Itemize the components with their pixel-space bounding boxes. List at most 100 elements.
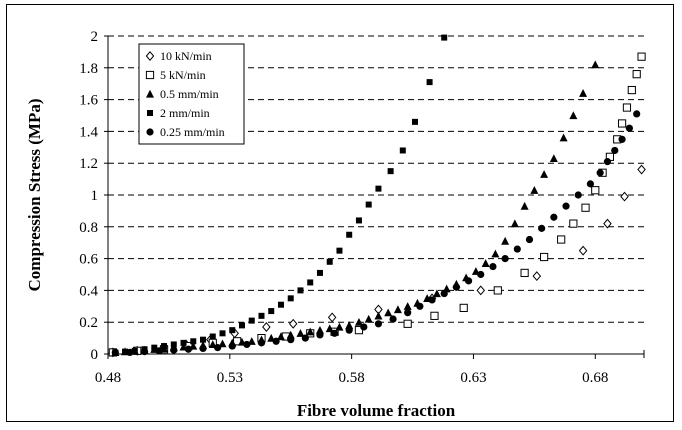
point-s3-6 [170, 341, 177, 348]
y-tick-label-4: 0.8 [79, 220, 98, 236]
point-s3-4 [151, 344, 158, 351]
point-s3-15 [258, 312, 265, 319]
point-s0-13 [578, 245, 588, 256]
point-s4-31 [538, 224, 546, 232]
y-tick-label-3: 0.6 [79, 252, 98, 268]
point-s1-27 [632, 70, 641, 79]
point-s4-30 [525, 235, 534, 244]
point-s4-18 [374, 320, 383, 328]
point-s4-3 [155, 347, 163, 355]
point-s2-20 [306, 327, 315, 336]
point-s2-47 [569, 111, 578, 120]
point-s4-40 [625, 124, 633, 132]
point-s3-27 [375, 185, 382, 192]
point-s2-24 [345, 321, 354, 329]
point-s4-26 [477, 270, 485, 279]
x-tick-label-4: 0.68 [582, 370, 608, 386]
point-s4-39 [618, 135, 626, 143]
point-s3-22 [326, 258, 333, 265]
point-s1-18 [569, 219, 578, 228]
point-s4-5 [184, 345, 192, 353]
point-s3-24 [346, 231, 353, 238]
point-s4-0 [111, 348, 119, 357]
point-s4-1 [126, 348, 134, 357]
x-axis-title: Fibre volume fraction [297, 401, 456, 420]
point-s4-20 [404, 309, 412, 317]
point-s1-24 [617, 119, 627, 128]
point-s4-36 [596, 169, 604, 177]
point-s3-32 [441, 34, 448, 41]
legend-label-2: 0.5 mm/min [160, 87, 219, 101]
series-4 [111, 110, 641, 357]
point-s2-22 [325, 324, 334, 333]
point-s4-19 [389, 315, 397, 323]
point-s4-33 [562, 202, 570, 210]
point-s4-6 [199, 344, 207, 353]
y-axis-title: Compression Stress (MPa) [25, 99, 44, 292]
point-s4-10 [257, 339, 266, 347]
point-s1-12 [430, 311, 439, 320]
point-s4-23 [440, 289, 448, 298]
point-s3-18 [287, 295, 294, 302]
point-s4-4 [170, 346, 178, 354]
point-s1-25 [622, 103, 632, 112]
point-s3-23 [336, 247, 343, 254]
point-s4-24 [452, 283, 460, 291]
point-s4-25 [464, 277, 473, 285]
point-s3-17 [277, 301, 284, 308]
point-s3-5 [161, 343, 168, 350]
point-s3-26 [365, 201, 372, 208]
point-s3-9 [200, 336, 207, 343]
y-tick-label-8: 1.6 [79, 93, 98, 109]
point-s4-21 [416, 302, 424, 310]
point-s4-15 [330, 329, 339, 337]
point-s2-42 [520, 201, 529, 210]
point-s2-19 [296, 329, 305, 337]
point-s0-14 [603, 218, 612, 229]
y-tick-label-10: 2 [91, 29, 99, 45]
point-s4-9 [243, 340, 251, 349]
point-s1-13 [459, 303, 468, 312]
point-s0-8 [327, 312, 337, 323]
point-s3-10 [209, 333, 216, 340]
point-s0-6 [262, 322, 271, 332]
point-s0-15 [620, 191, 629, 202]
point-s2-29 [393, 305, 402, 314]
point-s0-11 [476, 285, 486, 296]
y-tick-label-0: 0 [91, 347, 99, 363]
point-s2-26 [364, 314, 373, 323]
point-s3-28 [387, 168, 394, 175]
point-s1-19 [581, 203, 590, 212]
point-s0-12 [532, 271, 542, 282]
point-s2-44 [540, 170, 549, 178]
point-s3-13 [239, 322, 245, 329]
y-tick-label-2: 0.4 [79, 283, 98, 299]
point-s4-27 [489, 262, 497, 271]
point-s2-40 [501, 236, 510, 245]
legend-marker-0 [145, 51, 155, 61]
y-tick-label-1: 0.2 [79, 315, 98, 331]
x-tick-label-1: 0.53 [217, 370, 243, 386]
point-s1-17 [557, 235, 566, 244]
legend-marker-1 [145, 70, 155, 80]
point-s1-11 [403, 319, 412, 328]
point-s1-26 [627, 85, 636, 95]
legend: 10 kN/min 5 kN/min 0.5 mm/min 2 mm/min 0.25 … [138, 43, 245, 145]
y-tick-label-5: 1 [91, 188, 99, 204]
legend-box [138, 43, 245, 145]
point-s4-13 [301, 334, 309, 342]
point-s4-38 [611, 146, 619, 155]
point-s4-11 [272, 337, 280, 345]
point-s3-19 [297, 287, 304, 294]
legend-label-0: 10 kN/min [160, 49, 212, 63]
point-s1-15 [520, 268, 529, 278]
point-s3-14 [248, 317, 255, 324]
point-s3-30 [411, 118, 418, 125]
point-s2-49 [591, 60, 600, 69]
point-s4-16 [345, 326, 353, 334]
legend-marker-2 [146, 89, 154, 98]
point-s4-35 [586, 180, 595, 188]
point-s4-29 [513, 245, 521, 253]
point-s4-17 [360, 323, 368, 331]
